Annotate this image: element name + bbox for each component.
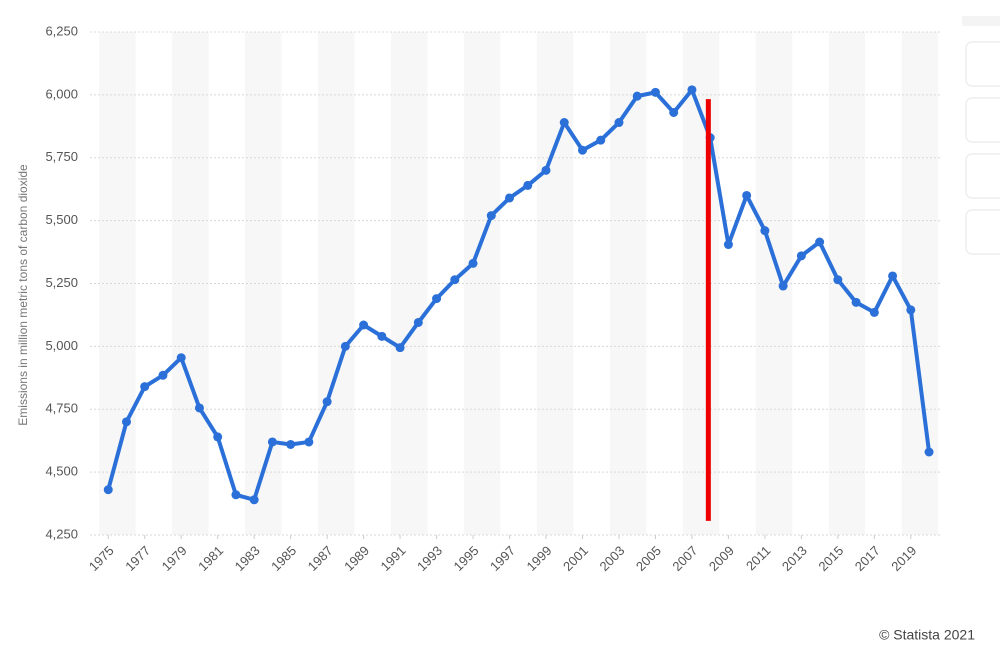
y-tick-label: 5,750 (45, 149, 78, 164)
x-tick-label: 1983 (232, 543, 263, 574)
x-tick-label: 2017 (852, 543, 883, 574)
data-point (523, 180, 533, 190)
x-tick-label: 2013 (779, 543, 810, 574)
x-tick-label: 2011 (743, 543, 773, 573)
data-point (121, 417, 131, 427)
data-point (796, 251, 806, 261)
y-tick-label: 6,000 (45, 86, 78, 101)
data-point (541, 165, 551, 175)
data-point (340, 341, 350, 351)
data-point (213, 432, 223, 442)
data-point (687, 85, 697, 95)
data-point (432, 294, 442, 304)
data-point (723, 240, 733, 250)
x-tick-label: 1981 (195, 543, 226, 574)
data-point (140, 382, 150, 392)
data-point (888, 271, 898, 281)
data-point (614, 118, 624, 128)
data-line (106, 87, 932, 502)
x-tick-label: 2015 (815, 543, 846, 574)
data-point (760, 226, 770, 236)
data-point (249, 495, 259, 505)
x-tick-label: 1993 (414, 543, 445, 574)
data-point (267, 437, 277, 447)
data-point (669, 107, 679, 117)
data-point (906, 305, 916, 315)
data-point (559, 118, 569, 128)
band-stripe (318, 32, 355, 535)
y-tick-label: 6,250 (45, 23, 78, 38)
x-tick-label: 2001 (560, 543, 591, 574)
x-tick-label: 1995 (451, 543, 482, 574)
data-point (778, 281, 788, 291)
credit: © Statista 2021 (879, 627, 975, 643)
y-tick-label: 5,000 (45, 338, 78, 353)
data-point (359, 320, 369, 330)
x-tick-label: 1977 (122, 543, 153, 574)
data-point (742, 190, 752, 200)
x-tick-label: 1979 (159, 543, 190, 574)
data-point (505, 193, 515, 203)
x-tick-label: 1997 (487, 543, 518, 574)
data-point (377, 331, 387, 341)
data-point (632, 91, 642, 101)
data-point (158, 370, 168, 380)
data-point (231, 490, 241, 500)
y-tick-label: 4,250 (45, 526, 78, 541)
y-axis-label: Emissions in million metric tons of carb… (16, 164, 30, 426)
panel-edge (962, 16, 1000, 26)
x-tick-label: 1987 (305, 543, 336, 574)
data-point (176, 353, 186, 363)
data-point (851, 297, 861, 307)
x-tick-label: 2005 (633, 543, 664, 574)
band-stripe (390, 32, 428, 535)
data-point (450, 275, 460, 285)
x-tick-label: 1999 (524, 543, 555, 574)
x-tick-label: 2003 (596, 543, 627, 574)
data-point (322, 397, 332, 407)
data-point (869, 307, 879, 317)
data-point (596, 135, 606, 145)
x-tick-label: 1991 (378, 543, 409, 574)
y-tick-label: 5,500 (45, 212, 78, 227)
y-tick-label: 4,750 (45, 401, 78, 416)
data-point (286, 439, 296, 449)
side-button[interactable] (965, 153, 1000, 199)
x-tick-label: 2019 (888, 543, 919, 574)
side-button[interactable] (965, 209, 1000, 255)
x-tick-label: 1975 (86, 543, 117, 574)
band-stripe (682, 32, 720, 535)
x-tick-label: 1985 (268, 543, 299, 574)
data-point (833, 275, 843, 285)
data-point (486, 211, 496, 221)
y-tick-label: 5,250 (45, 275, 78, 290)
data-point (413, 317, 423, 327)
data-point (103, 485, 113, 495)
data-point (924, 447, 934, 457)
data-point (650, 87, 660, 97)
data-point (577, 145, 587, 155)
x-tick-label: 2009 (706, 543, 737, 574)
data-point (468, 258, 478, 268)
x-tick-label: 1989 (341, 543, 372, 574)
x-tick-label: 2007 (669, 543, 700, 574)
data-point (815, 237, 825, 247)
side-panel (962, 16, 1000, 255)
data-point (304, 437, 314, 447)
side-button[interactable] (965, 41, 1000, 87)
data-point (395, 343, 405, 353)
y-tick-label: 4,500 (45, 464, 78, 479)
side-button[interactable] (965, 97, 1000, 143)
data-point (194, 403, 204, 413)
